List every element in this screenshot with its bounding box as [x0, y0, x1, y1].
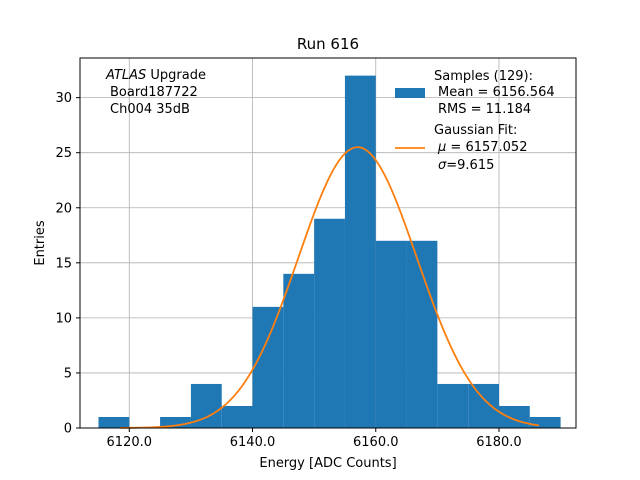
x-ticks: 6120.0 6140.0 6160.0 6180.0: [107, 428, 522, 450]
y-ticks: 0 5 10 15 20 25 30: [55, 91, 80, 437]
y-tick-label: 25: [55, 146, 72, 161]
y-axis-label: Entries: [33, 220, 48, 266]
fit-curve-group: [120, 146, 540, 429]
x-tick-label: 6120.0: [107, 435, 153, 450]
histogram-bar: [344, 75, 376, 428]
legend-samples-swatch: [395, 88, 425, 98]
histogram-bars: [98, 75, 561, 428]
legend-fit-title: Gaussian Fit:: [434, 123, 517, 138]
y-tick-label: 15: [55, 256, 72, 271]
legend-sigma-value: =9.615: [446, 158, 494, 173]
y-tick-label: 0: [64, 422, 72, 437]
x-tick-label: 6180.0: [476, 435, 522, 450]
legend-samples-line-2: Mean = 6156.564: [438, 85, 555, 100]
annotation-upgrade: Upgrade: [146, 68, 206, 83]
legend-mu-value: = 6157.052: [446, 140, 527, 155]
histogram-bar: [314, 218, 345, 428]
histogram-bar: [160, 416, 191, 428]
annotation-italic-word: ATLAS: [105, 68, 146, 83]
histogram-bar: [529, 416, 561, 428]
legend-samples-line-3: RMS = 11.184: [438, 102, 531, 117]
y-tick-label: 20: [55, 201, 72, 216]
histogram-bar: [498, 405, 530, 428]
annotation-line-2: Board187722: [110, 85, 198, 100]
annotation-line-1: ATLAS Upgrade: [105, 68, 206, 83]
histogram-bar: [98, 416, 130, 428]
histogram-bar: [375, 240, 407, 428]
gaussian-fit-curve: [120, 146, 540, 429]
y-tick-label: 30: [55, 91, 72, 106]
chart-title: Run 616: [297, 35, 359, 53]
histogram-bar: [468, 383, 499, 428]
legend-mu-symbol: μ: [437, 140, 446, 155]
histogram-bar: [437, 383, 469, 428]
legend-fit-sigma: σ=9.615: [438, 158, 494, 173]
y-tick-label: 10: [55, 311, 72, 326]
plot-frame: [79, 57, 577, 429]
histogram-bar: [252, 306, 284, 428]
legend: Samples (129): Mean = 6156.564 RMS = 11.…: [395, 69, 555, 173]
annotation-line-3: Ch004 35dB: [110, 102, 190, 117]
legend-samples-line-1: Samples (129):: [434, 69, 533, 84]
histogram-bar: [406, 240, 438, 428]
x-axis-label: Energy [ADC Counts]: [259, 456, 396, 471]
x-tick-label: 6140.0: [230, 435, 276, 450]
legend-fit-mu: μ = 6157.052: [437, 140, 527, 155]
annotation: ATLAS Upgrade Board187722 Ch004 35dB: [105, 68, 206, 117]
legend-sigma-symbol: σ: [438, 158, 447, 173]
histogram-bar: [283, 273, 315, 428]
histogram-bar: [221, 405, 253, 428]
x-tick-label: 6160.0: [353, 435, 399, 450]
y-tick-label: 5: [64, 366, 72, 381]
